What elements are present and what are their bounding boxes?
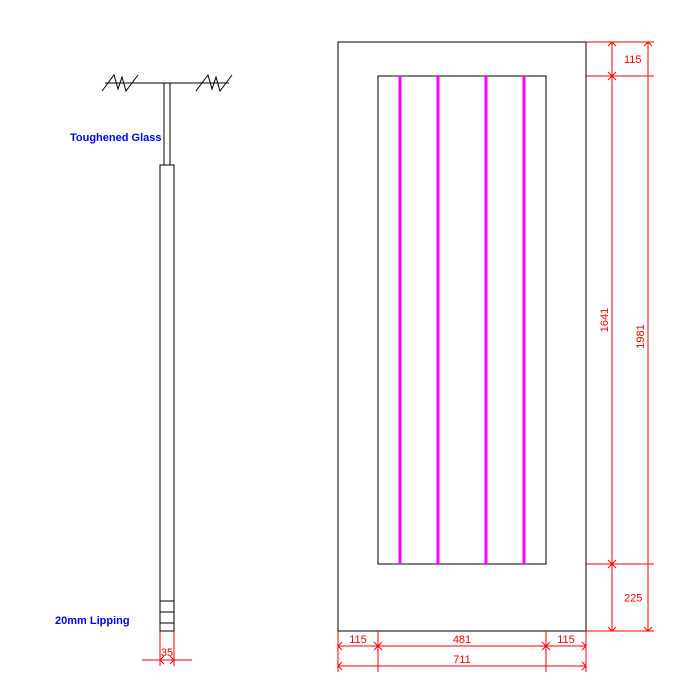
svg-text:225: 225 <box>624 593 642 605</box>
lipping-label: 20mm Lipping <box>55 615 130 627</box>
technical-drawing: 35 115 1641 225 1981 115 481 115 711 <box>0 0 700 700</box>
svg-text:115: 115 <box>349 634 367 646</box>
svg-text:1981: 1981 <box>635 324 647 348</box>
svg-text:115: 115 <box>557 634 575 646</box>
svg-text:115: 115 <box>624 54 642 66</box>
svg-text:481: 481 <box>453 634 471 646</box>
toughened-glass-label: Toughened Glass <box>70 132 161 144</box>
svg-text:35: 35 <box>161 647 173 659</box>
svg-text:711: 711 <box>453 654 471 666</box>
svg-text:1641: 1641 <box>599 308 611 332</box>
